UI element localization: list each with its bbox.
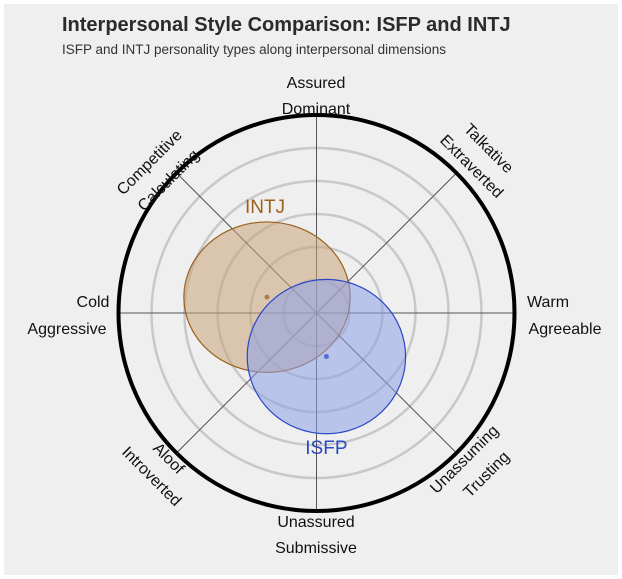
- chart-subtitle: ISFP and INTJ personality types along in…: [62, 42, 446, 57]
- label-warm: Warm: [527, 294, 569, 311]
- label-unassured: Unassured: [277, 514, 354, 531]
- series-label-intj: INTJ: [245, 197, 285, 218]
- point-isfp: [323, 354, 329, 360]
- point-intj: [264, 294, 270, 300]
- outer-circle: [116, 113, 517, 513]
- series-label-isfp: ISFP: [305, 438, 347, 459]
- label-cold: Cold: [77, 294, 110, 311]
- label-submissive: Submissive: [275, 540, 357, 557]
- label-assured: Assured: [287, 75, 346, 92]
- label-agreeable: Agreeable: [529, 321, 602, 338]
- label-dominant: Dominant: [282, 101, 351, 118]
- label-aggressive: Aggressive: [27, 321, 106, 338]
- chart-title: Interpersonal Style Comparison: ISFP and…: [62, 14, 511, 36]
